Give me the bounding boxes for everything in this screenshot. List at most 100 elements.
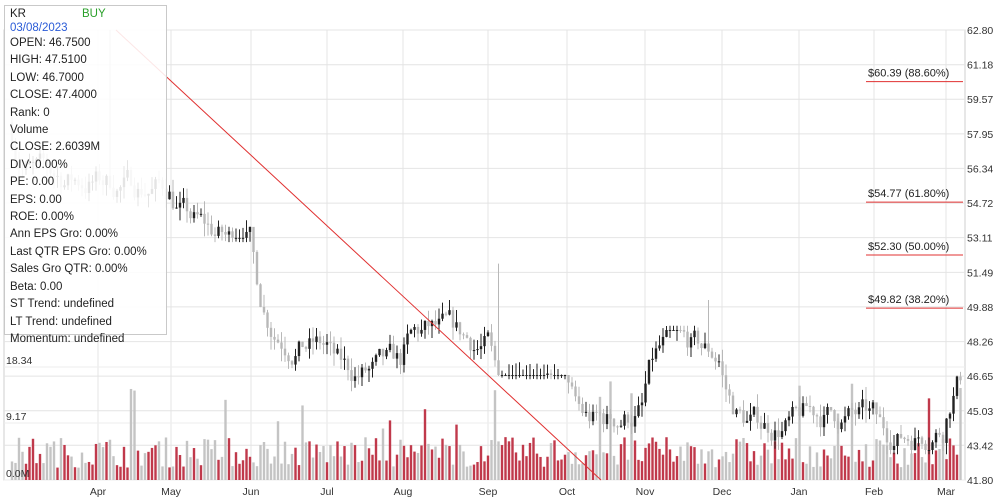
volume-bar — [871, 460, 875, 480]
volume-bar — [276, 421, 280, 480]
volume-bar — [770, 463, 773, 480]
volume-bar — [402, 445, 406, 480]
info-line: CLOSE: 47.4000 — [10, 89, 97, 102]
price-bar-body — [476, 349, 479, 351]
month-tick-label: Apr — [90, 486, 107, 498]
info-line: DIV: 0.00% — [10, 158, 68, 171]
volume-bar — [388, 420, 392, 480]
price-bar-body — [581, 403, 584, 413]
volume-bar — [66, 455, 70, 480]
axis-labels: 62.80 61.18 59.57 57.95 56.34 54.72 53.11 51.49… — [6, 25, 993, 498]
volume-bar — [749, 461, 752, 480]
price-bar-body — [448, 310, 451, 315]
info-line: ROE: 0.00% — [10, 211, 74, 224]
price-bar-body — [588, 411, 591, 422]
price-bar-body — [266, 312, 269, 328]
price-tick-label: 56.34 — [967, 163, 993, 175]
price-bar-body — [350, 370, 353, 381]
price-bar-body — [360, 367, 364, 378]
price-bar-body — [357, 376, 360, 378]
price-bar-body — [560, 375, 563, 376]
info-line: OPEN: 46.7500 — [10, 37, 91, 49]
price-bar-body — [948, 413, 952, 419]
volume-bar — [658, 448, 661, 480]
price-bar-body — [385, 349, 388, 357]
month-tick-label: Jan — [791, 486, 808, 498]
price-bar-body — [168, 191, 171, 200]
price-bar-body — [623, 414, 626, 426]
price-bar-body — [346, 358, 350, 371]
price-tick-label: 46.65 — [967, 371, 993, 383]
info-line: Beta: 0.00 — [10, 280, 63, 293]
volume-bar — [262, 441, 266, 480]
volume-bar — [794, 438, 798, 480]
price-bar-body — [238, 237, 241, 239]
volume-bar — [80, 452, 84, 480]
volume-bar — [553, 440, 556, 480]
price-bar-body — [486, 332, 490, 337]
price-bar-body — [315, 336, 318, 343]
price-bar-body — [640, 402, 644, 406]
price-bar-body — [959, 376, 962, 381]
price-bar-body — [262, 306, 266, 313]
price-bar-body — [798, 407, 801, 416]
volume-bar — [392, 466, 395, 480]
price-bar-body — [700, 343, 703, 349]
volume-bar — [493, 390, 497, 480]
info-line: Momentum: undefined — [10, 332, 125, 345]
volume-bar — [269, 463, 273, 480]
volume-bar — [532, 437, 535, 480]
volume-bar — [171, 466, 175, 480]
volume-bar — [126, 467, 129, 480]
price-bar-body — [535, 375, 539, 376]
price-bar-body — [514, 375, 518, 376]
volume-bar — [717, 459, 721, 480]
price-bar-body — [210, 223, 213, 235]
price-bar-body — [654, 348, 658, 359]
price-bar-body — [329, 342, 332, 344]
price-bar-body — [416, 326, 420, 334]
volume-bar — [213, 440, 217, 480]
volume-bar — [539, 456, 542, 480]
volume-bar — [714, 467, 717, 480]
price-bar-body — [805, 403, 808, 406]
price-bar-body — [287, 355, 290, 362]
volume-bar — [273, 456, 276, 480]
trendline-layer — [115, 29, 602, 481]
volume-bar — [917, 443, 920, 480]
price-bar-body — [812, 406, 815, 416]
price-bar-body — [637, 405, 640, 417]
volume-bar — [672, 461, 675, 480]
price-bar-body — [364, 367, 367, 371]
price-bar-body — [455, 322, 458, 328]
price-bar-body — [724, 375, 728, 390]
volume-bar — [696, 463, 700, 480]
volume-bar — [385, 460, 388, 480]
volume-bar — [707, 451, 710, 480]
volume-bar — [178, 455, 182, 480]
volume-bar — [45, 443, 49, 480]
volume-bar — [206, 439, 210, 480]
volume-bar — [224, 399, 227, 480]
price-bar-body — [913, 438, 917, 450]
price-bar-body — [801, 403, 805, 416]
price-bar-body — [441, 313, 444, 319]
volume-bar — [752, 451, 756, 480]
volume-bar — [87, 461, 91, 480]
price-bar-body — [591, 411, 595, 422]
price-bar-body — [406, 333, 409, 345]
price-bar-body — [297, 341, 301, 357]
volume-bar — [570, 463, 574, 480]
volume-bar — [661, 454, 665, 480]
price-bar-body — [269, 327, 273, 337]
volume-bar — [406, 457, 409, 480]
price-bar-body — [318, 336, 322, 344]
price-tick-label: 41.80 — [967, 475, 993, 487]
volume-bar — [724, 451, 728, 480]
volume-bar — [465, 466, 469, 480]
volume-bar — [703, 463, 707, 480]
info-panel: KR BUY 03/08/2023 OPEN: 46.7500 HIGH: 47.… — [4, 5, 167, 345]
volume-bar — [185, 440, 189, 480]
price-bar-body — [525, 375, 528, 376]
volume-bar — [892, 452, 896, 480]
